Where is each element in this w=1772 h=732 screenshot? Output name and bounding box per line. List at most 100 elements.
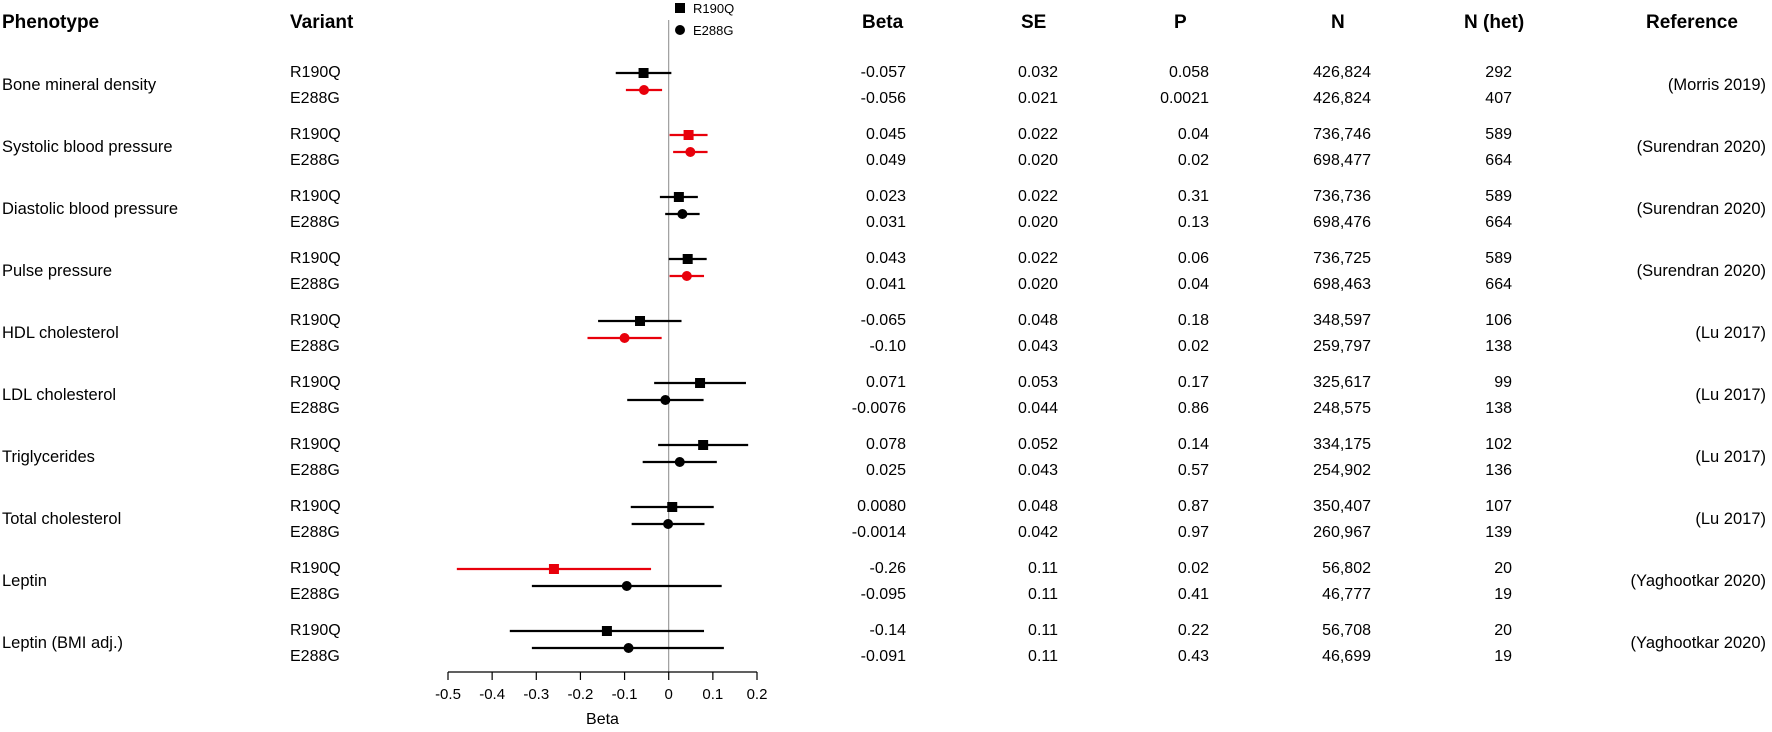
- cell-n: 426,824: [1313, 90, 1371, 107]
- cell-n-het: 589: [1485, 250, 1512, 267]
- cell-variant: E288G: [290, 648, 340, 665]
- point-r190q: [667, 502, 678, 512]
- cell-p: 0.058: [1168, 64, 1209, 81]
- cell-n: 325,617: [1313, 374, 1371, 391]
- cell-beta: -0.095: [860, 586, 906, 603]
- cell-n: 736,746: [1313, 126, 1371, 143]
- cell-variant: E288G: [290, 524, 340, 541]
- cell-se: 0.020: [1017, 214, 1058, 231]
- cell-n-het: 107: [1485, 498, 1512, 515]
- cell-se: 0.043: [1017, 338, 1058, 355]
- cell-variant: R190Q: [290, 250, 341, 267]
- cell-variant: R190Q: [290, 560, 341, 577]
- cell-beta: -0.056: [860, 90, 906, 107]
- cell-beta: -0.14: [869, 622, 906, 639]
- cell-variant: E288G: [290, 586, 340, 603]
- cell-se: 0.11: [1028, 622, 1058, 639]
- cell-se: 0.11: [1028, 560, 1058, 577]
- cell-n-het: 664: [1485, 152, 1512, 169]
- legend-label-r190q: R190Q: [693, 1, 734, 16]
- cell-p: 0.86: [1177, 400, 1209, 417]
- cell-beta: -0.057: [860, 64, 906, 81]
- cell-n: 348,597: [1313, 312, 1371, 329]
- cell-beta: 0.023: [865, 188, 906, 205]
- cell-beta: 0.025: [865, 462, 906, 479]
- reference-label: (Lu 2017): [1695, 448, 1766, 466]
- phenotype-label: Leptin: [2, 572, 47, 590]
- cell-p: 0.02: [1177, 338, 1209, 355]
- x-tick-label: -0.4: [479, 686, 505, 703]
- cell-variant: E288G: [290, 400, 340, 417]
- cell-beta: 0.078: [865, 436, 906, 453]
- cell-se: 0.048: [1017, 498, 1058, 515]
- cell-n-het: 99: [1494, 374, 1512, 391]
- reference-label: (Lu 2017): [1695, 386, 1766, 404]
- phenotype-label: HDL cholesterol: [2, 324, 119, 342]
- header-se: SE: [1021, 12, 1047, 33]
- cell-n: 46,777: [1322, 586, 1371, 603]
- legend-circle-marker: [675, 25, 685, 35]
- point-r190q: [601, 626, 612, 636]
- cell-n-het: 136: [1485, 462, 1512, 479]
- cell-beta: 0.045: [865, 126, 906, 143]
- cell-se: 0.052: [1017, 436, 1058, 453]
- cell-n: 334,175: [1313, 436, 1371, 453]
- cell-se: 0.021: [1017, 90, 1058, 107]
- cell-beta: -0.065: [860, 312, 906, 329]
- header-phenotype: Phenotype: [2, 12, 100, 33]
- phenotype-label: Leptin (BMI adj.): [2, 634, 124, 652]
- cell-p: 0.22: [1177, 622, 1209, 639]
- point-e288g: [674, 457, 685, 467]
- cell-p: 0.02: [1177, 560, 1209, 577]
- cell-p: 0.43: [1177, 648, 1209, 665]
- phenotype-label: Pulse pressure: [2, 262, 113, 280]
- cell-variant: R190Q: [290, 126, 341, 143]
- cell-p: 0.31: [1177, 188, 1209, 205]
- cell-se: 0.044: [1017, 400, 1058, 417]
- cell-n-het: 106: [1485, 312, 1512, 329]
- cell-n-het: 138: [1485, 400, 1512, 417]
- reference-label: (Lu 2017): [1695, 510, 1766, 528]
- cell-n-het: 407: [1485, 90, 1512, 107]
- cell-n: 46,699: [1322, 648, 1371, 665]
- cell-n: 248,575: [1313, 400, 1371, 417]
- point-r190q: [683, 130, 694, 140]
- cell-variant: R190Q: [290, 188, 341, 205]
- cell-beta: 0.049: [865, 152, 906, 169]
- cell-n: 56,802: [1322, 560, 1371, 577]
- legend-label-e288g: E288G: [693, 23, 733, 38]
- cell-n: 426,824: [1313, 64, 1371, 81]
- cell-n-het: 139: [1485, 524, 1512, 541]
- point-r190q: [638, 68, 649, 78]
- cell-n: 698,463: [1313, 276, 1371, 293]
- phenotype-label: Total cholesterol: [2, 510, 122, 528]
- cell-variant: R190Q: [290, 622, 341, 639]
- cell-beta: -0.26: [869, 560, 906, 577]
- point-r190q: [682, 254, 693, 264]
- cell-n: 259,797: [1313, 338, 1371, 355]
- legend-square-marker: [675, 3, 685, 13]
- point-r190q: [698, 440, 709, 450]
- header-n: N: [1331, 12, 1345, 33]
- cell-n: 350,407: [1313, 498, 1371, 515]
- cell-p: 0.17: [1177, 374, 1209, 391]
- cell-n-het: 664: [1485, 276, 1512, 293]
- reference-label: (Yaghootkar 2020): [1630, 634, 1766, 652]
- reference-label: (Yaghootkar 2020): [1630, 572, 1766, 590]
- cell-se: 0.032: [1017, 64, 1058, 81]
- cell-se: 0.020: [1017, 276, 1058, 293]
- x-tick-label: -0.5: [435, 686, 461, 703]
- cell-variant: E288G: [290, 462, 340, 479]
- reference-label: (Morris 2019): [1667, 76, 1766, 94]
- cell-se: 0.048: [1017, 312, 1058, 329]
- cell-variant: R190Q: [290, 64, 341, 81]
- cell-n-het: 589: [1485, 188, 1512, 205]
- point-e288g: [677, 209, 688, 219]
- header-beta: Beta: [862, 12, 904, 33]
- x-tick-label: 0: [665, 686, 673, 703]
- x-tick-label: -0.3: [523, 686, 549, 703]
- cell-variant: R190Q: [290, 374, 341, 391]
- reference-label: (Surendran 2020): [1636, 200, 1766, 218]
- reference-label: (Surendran 2020): [1636, 262, 1766, 280]
